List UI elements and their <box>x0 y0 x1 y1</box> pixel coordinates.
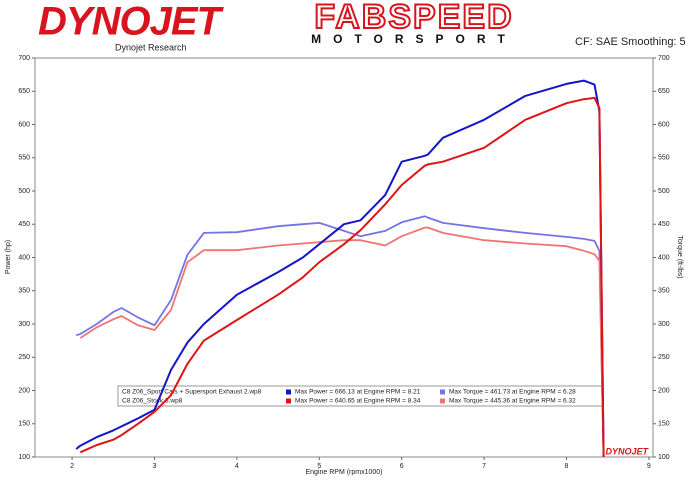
legend-run: C8 Z06_Sport Cats + Supersport Exhaust 2… <box>122 389 262 396</box>
y-tick-label: 100 <box>18 454 30 461</box>
series-line <box>75 215 605 458</box>
brand-sub: Dynojet Research <box>115 42 187 52</box>
x-tick-label: 5 <box>317 463 321 470</box>
y2-tick-label: 500 <box>658 188 670 195</box>
x-tick-label: 3 <box>153 463 157 470</box>
legend-entry: Max Power = 666.13 at Engine RPM = 8.21 <box>295 389 421 396</box>
y2-tick-label: 150 <box>658 421 670 428</box>
y-tick-label: 300 <box>18 321 30 328</box>
legend-entry: Max Torque = 445.36 at Engine RPM = 6.32 <box>449 398 576 405</box>
y-tick-label: 600 <box>18 121 30 128</box>
y2-tick-label: 300 <box>658 321 670 328</box>
sponsor-logo: FABSPEED <box>314 0 513 36</box>
y-tick-label: 650 <box>18 88 30 95</box>
brand-logo: DYNOJET <box>38 0 224 44</box>
legend-swatch <box>440 398 445 404</box>
y-tick-label: 250 <box>18 354 30 361</box>
watermark: DYNOJET <box>605 446 649 456</box>
x-tick-label: 9 <box>647 463 651 470</box>
legend: C8 Z06_Sport Cats + Supersport Exhaust 2… <box>117 385 604 407</box>
y-tick-label: 700 <box>18 55 30 62</box>
series-line <box>75 79 605 458</box>
y-tick-label: 500 <box>18 188 30 195</box>
y-tick-label: 350 <box>18 288 30 295</box>
y2-tick-label: 250 <box>658 354 670 361</box>
y2-tick-label: 400 <box>658 254 670 261</box>
y2-tick-label: 450 <box>658 221 670 228</box>
legend-run: C8 Z06_Stock 3.wp8 <box>122 398 183 405</box>
y2-tick-label: 650 <box>658 88 670 95</box>
series-line <box>79 226 605 458</box>
y-tick-label: 150 <box>18 421 30 428</box>
x-tick-label: 4 <box>235 463 239 470</box>
y2-tick-label: 550 <box>658 155 670 162</box>
x-axis-label: Engine RPM (rpmx1000) <box>305 469 382 476</box>
x-tick-label: 8 <box>565 463 569 470</box>
x-tick-label: 7 <box>482 463 486 470</box>
y2-axis-label: Torque (ft-lbs) <box>676 235 683 278</box>
y2-tick-label: 200 <box>658 387 670 394</box>
y-tick-label: 400 <box>18 254 30 261</box>
correction: CF: SAE Smoothing: 5 <box>575 36 686 48</box>
y2-tick-label: 600 <box>658 121 670 128</box>
sponsor-sub: MOTORSPORT <box>311 32 517 46</box>
y2-tick-label: 700 <box>658 55 670 62</box>
legend-swatch <box>440 389 445 395</box>
legend-swatch <box>286 389 291 395</box>
legend-entry: Max Torque = 461.73 at Engine RPM = 6.28 <box>449 389 576 396</box>
y-axis-label: Power (hp) <box>5 240 12 274</box>
x-tick-label: 6 <box>400 463 404 470</box>
series-line <box>79 96 605 458</box>
y2-tick-label: 100 <box>658 454 670 461</box>
y-tick-label: 200 <box>18 387 30 394</box>
legend-entry: Max Power = 640.65 at Engine RPM = 8.34 <box>295 398 421 405</box>
y-tick-label: 450 <box>18 221 30 228</box>
legend-swatch <box>286 398 291 404</box>
x-tick-label: 2 <box>70 463 74 470</box>
y-tick-label: 550 <box>18 155 30 162</box>
y2-tick-label: 350 <box>658 288 670 295</box>
